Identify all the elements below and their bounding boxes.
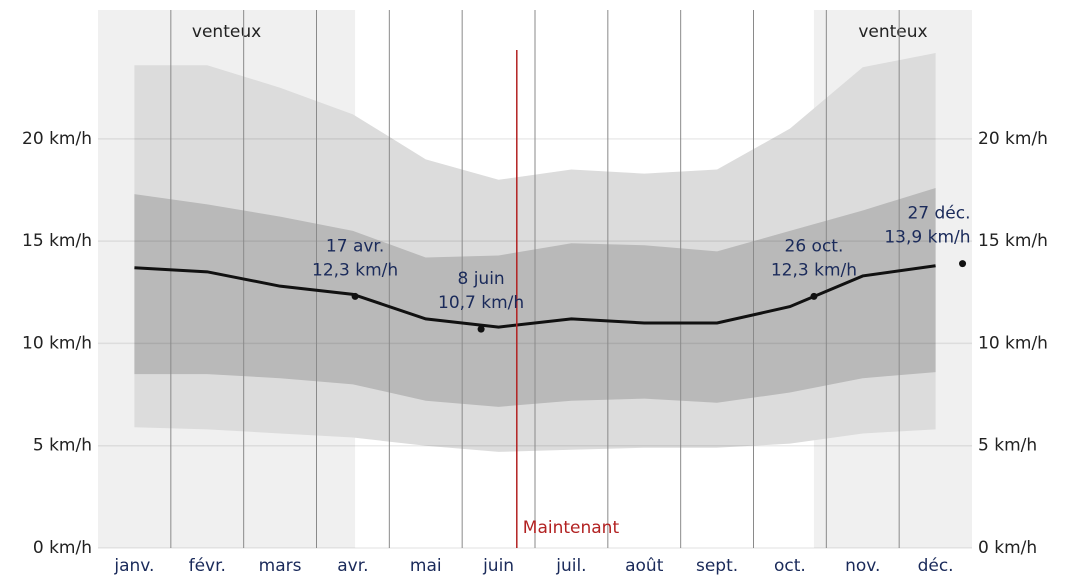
annotation-date: 26 oct. xyxy=(785,236,844,256)
annotation-value: 12,3 km/h xyxy=(771,260,857,280)
annotation-point xyxy=(959,260,967,268)
annotation-date: 27 déc. xyxy=(907,204,970,224)
annotation-date: 17 avr. xyxy=(326,236,384,256)
annotation-point xyxy=(810,292,818,300)
annotation-point xyxy=(477,325,485,333)
annotation-value: 12,3 km/h xyxy=(312,260,398,280)
x-tick-label: sept. xyxy=(696,556,738,576)
y-tick-label: 10 km/h xyxy=(22,333,92,353)
x-tick-label: mars xyxy=(259,556,302,576)
x-tick-label: mai xyxy=(410,556,442,576)
x-tick-label: juil. xyxy=(555,556,586,576)
y-tick-label-right: 20 km/h xyxy=(978,129,1048,149)
y-tick-label-right: 0 km/h xyxy=(978,538,1037,558)
y-tick-label: 20 km/h xyxy=(22,129,92,149)
x-tick-label: avr. xyxy=(337,556,368,576)
x-tick-label: oct. xyxy=(774,556,806,576)
annotation-date: 8 juin xyxy=(457,269,504,289)
y-tick-label: 15 km/h xyxy=(22,231,92,251)
annotation-point xyxy=(351,292,359,300)
y-tick-label: 5 km/h xyxy=(33,436,92,456)
annotation-value: 10,7 km/h xyxy=(438,293,524,313)
x-tick-label: juin xyxy=(482,556,514,576)
x-tick-label: août xyxy=(625,556,664,576)
x-tick-label: nov. xyxy=(845,556,880,576)
x-tick-label: févr. xyxy=(189,556,226,576)
y-tick-label-right: 10 km/h xyxy=(978,333,1048,353)
y-tick-label: 0 km/h xyxy=(33,538,92,558)
y-tick-label-right: 15 km/h xyxy=(978,231,1048,251)
region-label: venteux xyxy=(192,22,261,42)
region-label: venteux xyxy=(858,22,927,42)
now-label: Maintenant xyxy=(523,518,620,538)
annotation-value: 13,9 km/h xyxy=(884,228,970,248)
y-tick-label-right: 5 km/h xyxy=(978,436,1037,456)
mean-line xyxy=(134,264,936,329)
x-tick-label: déc. xyxy=(918,556,954,576)
x-tick-label: janv. xyxy=(113,556,154,576)
